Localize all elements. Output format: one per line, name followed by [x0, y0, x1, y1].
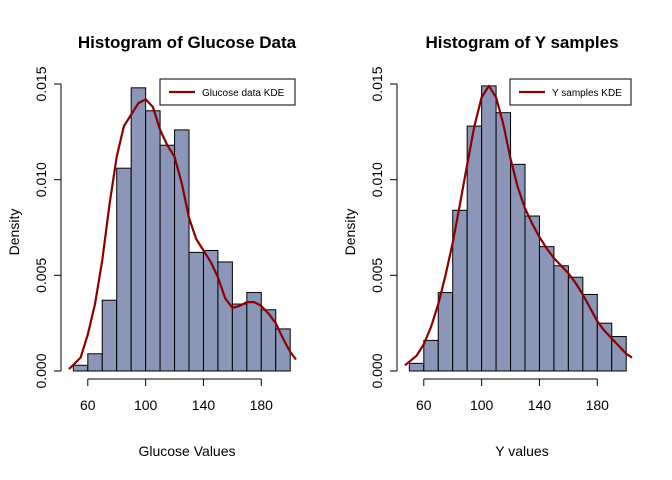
- plot-area-y-samples: 60 100 140 180 0.000 0.005 0.010 0.015 Y samples…: [369, 66, 633, 413]
- kde-line: [404, 84, 633, 367]
- histogram-bar: [510, 163, 526, 372]
- histogram-bar: [130, 87, 147, 372]
- histogram-bar: [538, 246, 555, 372]
- x-tick-label: 180: [250, 397, 274, 413]
- y-tick-label: 0.000: [369, 353, 385, 388]
- y-tick-label: 0.005: [369, 258, 385, 293]
- histogram-bar: [423, 339, 439, 372]
- histogram-bar: [174, 129, 190, 372]
- y-tick-label: 0.005: [33, 258, 49, 293]
- histogram-bar: [408, 362, 425, 372]
- y-axis: 0.000 0.005 0.010 0.015: [33, 66, 62, 389]
- y-tick-label: 0.000: [33, 353, 49, 388]
- histogram-bar: [437, 292, 454, 372]
- x-tick-label: 180: [586, 397, 610, 413]
- x-axis-label: Glucose Values: [138, 443, 235, 459]
- x-tick-label: 140: [528, 397, 552, 413]
- x-tick-label: 100: [470, 397, 494, 413]
- panel-title: Histogram of Y samples: [425, 33, 618, 52]
- panel-title: Histogram of Glucose Data: [78, 33, 297, 52]
- y-tick-label: 0.015: [369, 66, 385, 101]
- histogram-bar: [101, 299, 118, 372]
- histogram-bar: [188, 251, 204, 372]
- legend: Y samples KDE: [509, 78, 632, 106]
- y-tick-label: 0.010: [369, 162, 385, 197]
- histogram-bar: [159, 144, 176, 372]
- histogram-bar: [217, 261, 233, 372]
- histogram-bar: [524, 215, 540, 372]
- panel-y-samples: Histogram of Y samples Y values Density …: [342, 33, 633, 459]
- y-axis-label: Density: [6, 209, 22, 256]
- x-axis-label: Y values: [495, 443, 548, 459]
- x-tick-label: 140: [192, 397, 216, 413]
- histogram-bar: [72, 364, 89, 372]
- histogram-bar: [231, 303, 248, 372]
- x-tick-label: 60: [416, 397, 432, 413]
- y-axis: 0.000 0.005 0.010 0.015: [369, 66, 398, 389]
- histogram-bar: [202, 249, 219, 372]
- x-tick-label: 100: [134, 397, 158, 413]
- histogram-bar: [116, 167, 132, 372]
- plot-area-glucose: 60 100 140 180 0.000 0.005 0.010 0.015 Glucose d…: [33, 66, 297, 413]
- histogram-bar: [466, 125, 483, 372]
- histogram-bar: [145, 110, 161, 372]
- y-tick-label: 0.015: [33, 66, 49, 101]
- legend: Glucose data KDE: [159, 78, 296, 106]
- x-axis: 60 100 140 180: [416, 378, 610, 413]
- legend-label: Y samples KDE: [552, 88, 622, 99]
- histogram-bar: [87, 353, 103, 372]
- x-axis: 60 100 140 180: [80, 378, 274, 413]
- histogram-bar: [553, 265, 569, 372]
- y-tick-label: 0.010: [33, 162, 49, 197]
- kde-line: [68, 98, 297, 370]
- y-axis-label: Density: [342, 209, 358, 256]
- legend-label: Glucose data KDE: [202, 88, 285, 99]
- x-tick-label: 60: [80, 397, 96, 413]
- panel-glucose: Histogram of Glucose Data Glucose Values…: [6, 33, 297, 459]
- histogram-bar: [481, 85, 497, 372]
